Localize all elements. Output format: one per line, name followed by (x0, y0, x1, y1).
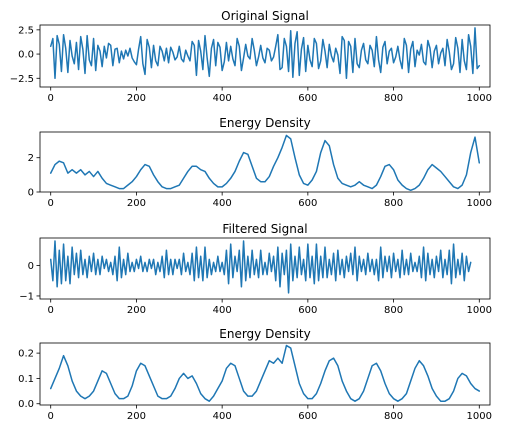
axes-frame (39, 237, 491, 300)
x-tick-label: 600 (298, 305, 317, 316)
y-tick-label: 0.2 (18, 349, 34, 360)
x-tick-label: 800 (384, 93, 403, 104)
x-tick-label: 400 (213, 305, 232, 316)
x-tick-label: 0 (48, 93, 54, 104)
y-tick-label: 0 (28, 188, 34, 199)
filtered-energy-density-panel: Energy Density 0 200 400 600 800 1000 0.0 0.1 0.… (18, 327, 492, 422)
panel-title: Energy Density (219, 327, 310, 341)
x-tick-label: 200 (127, 305, 146, 316)
x-tick-label: 200 (127, 198, 146, 209)
x-tick-label: 200 (127, 411, 146, 422)
x-tick-label: 800 (384, 198, 403, 209)
y-tick-label: 0.0 (18, 399, 34, 410)
y-tick-label: 0.1 (18, 374, 34, 385)
signal-line (49, 240, 472, 294)
panel-title: Energy Density (219, 116, 310, 130)
y-tick-label: 0.0 (18, 50, 34, 61)
x-tick-label: 1000 (467, 93, 492, 104)
energy-density-panel: Energy Density 0 200 400 600 800 1000 0 2 (28, 116, 492, 209)
filtered-signal-panel: Filtered Signal 0 200 400 600 800 1000 −1 0 (19, 222, 492, 316)
y-tick-label: 2.5 (18, 25, 34, 36)
x-tick-label: 400 (213, 93, 232, 104)
x-tick-label: 200 (127, 93, 146, 104)
x-tick-label: 0 (48, 411, 54, 422)
panel-title: Filtered Signal (222, 222, 307, 236)
signal-line (49, 134, 481, 192)
x-tick-label: 1000 (467, 198, 492, 209)
x-tick-label: 600 (298, 93, 317, 104)
signal-line (49, 344, 481, 402)
x-tick-label: 600 (298, 198, 317, 209)
axes-frame (39, 24, 491, 88)
x-tick-label: 0 (48, 305, 54, 316)
x-tick-label: 600 (298, 411, 317, 422)
y-tick-label: −2.5 (10, 74, 34, 85)
x-tick-label: 0 (48, 198, 54, 209)
axes-frame (39, 131, 491, 193)
signal-line (49, 27, 481, 80)
axes-frame (39, 342, 491, 406)
x-tick-label: 1000 (467, 411, 492, 422)
panel-title: Original Signal (221, 9, 309, 23)
original-signal-panel: Original Signal 0 200 400 600 800 1000 −2.5 0.0… (10, 9, 492, 104)
x-tick-label: 1000 (467, 305, 492, 316)
x-tick-label: 800 (384, 305, 403, 316)
x-tick-label: 400 (213, 198, 232, 209)
x-tick-label: 400 (213, 411, 232, 422)
y-tick-label: −1 (19, 291, 34, 302)
y-tick-label: 0 (28, 261, 34, 272)
x-tick-label: 800 (384, 411, 403, 422)
y-tick-label: 2 (28, 153, 34, 164)
